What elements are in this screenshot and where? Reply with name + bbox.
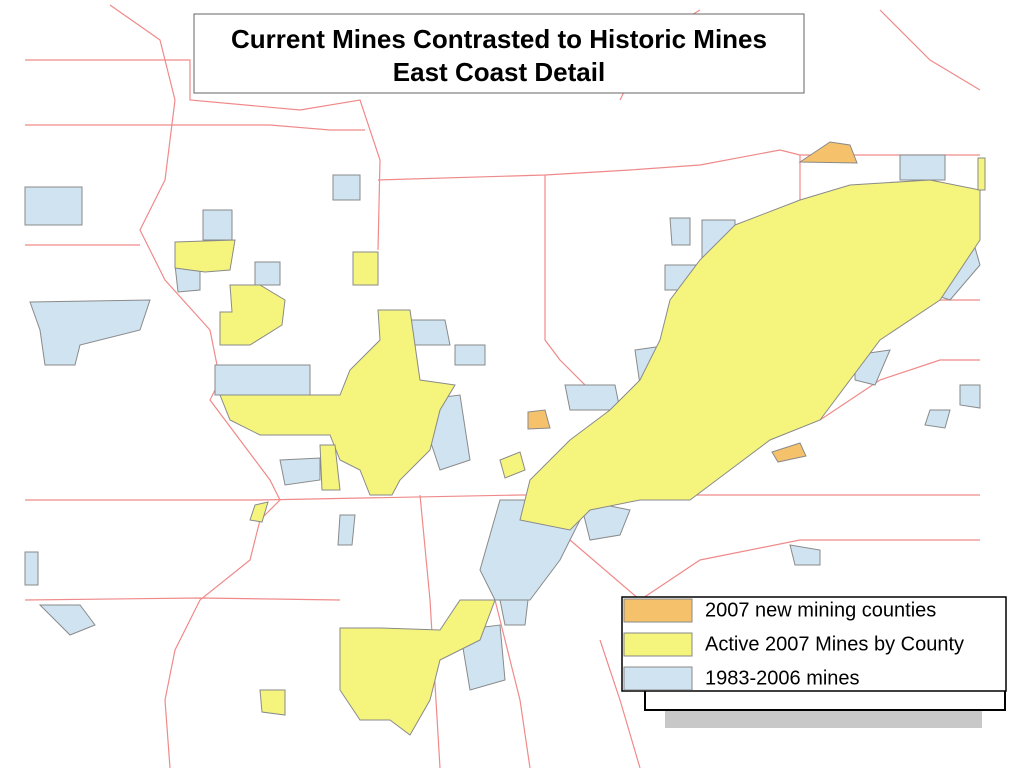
county	[249, 501, 269, 523]
county	[214, 364, 311, 396]
title-frame	[193, 13, 805, 94]
legend-swatch	[623, 632, 693, 657]
state-line	[569, 539, 980, 601]
county	[29, 299, 151, 366]
subtitle-line: East Coast Detail	[393, 57, 605, 87]
state-line	[419, 494, 441, 768]
county	[454, 344, 486, 366]
title-box: Current Mines Contrasted to Historic Min…	[193, 13, 805, 94]
county	[254, 261, 281, 286]
county	[899, 154, 946, 181]
county	[202, 209, 233, 241]
county	[319, 444, 341, 491]
county	[519, 179, 981, 531]
counties	[24, 141, 986, 736]
county	[339, 599, 496, 736]
state-line	[819, 359, 980, 421]
county	[959, 384, 981, 409]
county	[24, 551, 39, 586]
legend-label: 1983-2006 mines	[705, 667, 860, 689]
state-line	[377, 149, 980, 181]
legend-swatch	[623, 666, 693, 691]
state-line	[25, 59, 381, 251]
county	[771, 442, 807, 463]
county	[977, 157, 986, 191]
county	[798, 141, 858, 164]
state-line	[599, 639, 641, 768]
county	[527, 409, 551, 430]
legend-label: Active 2007 Mines by County	[705, 633, 964, 655]
county	[259, 689, 286, 716]
legend-label: 2007 new mining counties	[705, 599, 936, 621]
state-line	[879, 9, 981, 91]
county	[337, 514, 356, 546]
legend: 2007 new mining counties Active 2007 Mine…	[621, 596, 1007, 728]
state-line	[24, 597, 341, 601]
county	[219, 309, 456, 496]
county	[789, 544, 821, 566]
state-line	[544, 175, 591, 391]
state-line	[109, 4, 281, 768]
title-line: Current Mines Contrasted to Historic Min…	[231, 24, 767, 54]
legend-swatch	[623, 598, 693, 623]
county	[332, 174, 361, 201]
county	[499, 599, 529, 626]
county	[564, 384, 621, 411]
county	[24, 186, 83, 226]
state-line	[494, 599, 531, 768]
county	[219, 284, 286, 346]
county	[499, 451, 526, 479]
county	[279, 457, 321, 486]
county	[669, 217, 691, 246]
state-line	[25, 494, 980, 501]
state-line	[25, 124, 365, 131]
county	[174, 239, 236, 273]
county	[924, 409, 951, 429]
county	[352, 251, 379, 286]
county	[38, 604, 96, 636]
